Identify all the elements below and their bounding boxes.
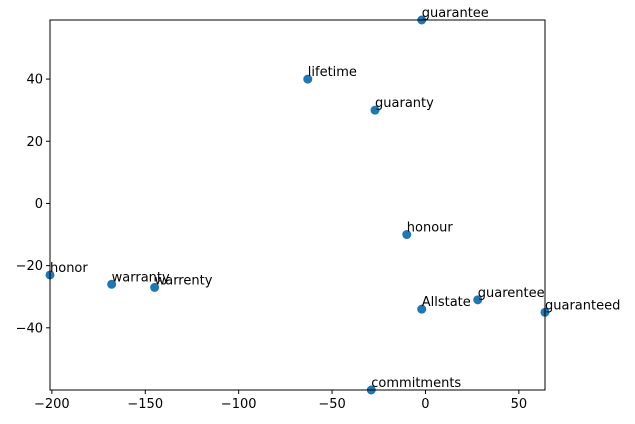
data-point bbox=[370, 105, 380, 115]
point-label: warrenty bbox=[155, 273, 213, 288]
x-tick-label: −150 bbox=[127, 397, 163, 412]
point-label: guarentee bbox=[478, 286, 545, 301]
data-point bbox=[150, 282, 160, 292]
x-tick-label: −50 bbox=[318, 397, 345, 412]
point-label: honor bbox=[50, 261, 88, 276]
y-tick-label: 0 bbox=[35, 197, 43, 212]
data-point bbox=[473, 295, 483, 305]
y-tick-label: −20 bbox=[16, 259, 43, 274]
x-tick-label: −200 bbox=[34, 397, 70, 412]
point-label: guaranteed bbox=[545, 298, 620, 313]
x-axis: −200 −150 −100 −50 0 50 bbox=[34, 390, 527, 412]
x-tick-label: −100 bbox=[221, 397, 257, 412]
axes-frame bbox=[49, 19, 546, 391]
point-label: guaranty bbox=[375, 96, 434, 111]
point-label: lifetime bbox=[308, 65, 357, 80]
point-label: honour bbox=[407, 221, 454, 236]
data-point bbox=[402, 230, 412, 240]
y-tick-label: 20 bbox=[26, 135, 43, 150]
data-point bbox=[303, 74, 313, 84]
y-tick-label: 40 bbox=[26, 73, 43, 88]
data-point bbox=[107, 279, 117, 289]
y-tick-label: −40 bbox=[16, 321, 43, 336]
x-tick-label: 50 bbox=[511, 397, 528, 412]
point-label: Allstate bbox=[422, 295, 471, 310]
x-tick-label: 0 bbox=[421, 397, 429, 412]
point-label: commitments bbox=[371, 376, 461, 391]
point-label: guarantee bbox=[422, 6, 489, 21]
point-label: warranty bbox=[112, 270, 170, 285]
data-point bbox=[417, 304, 427, 314]
plot-area: guarantee lifetime guaranty honour honor warr… bbox=[45, 6, 620, 395]
y-axis: −40 −20 0 20 40 bbox=[16, 73, 50, 336]
